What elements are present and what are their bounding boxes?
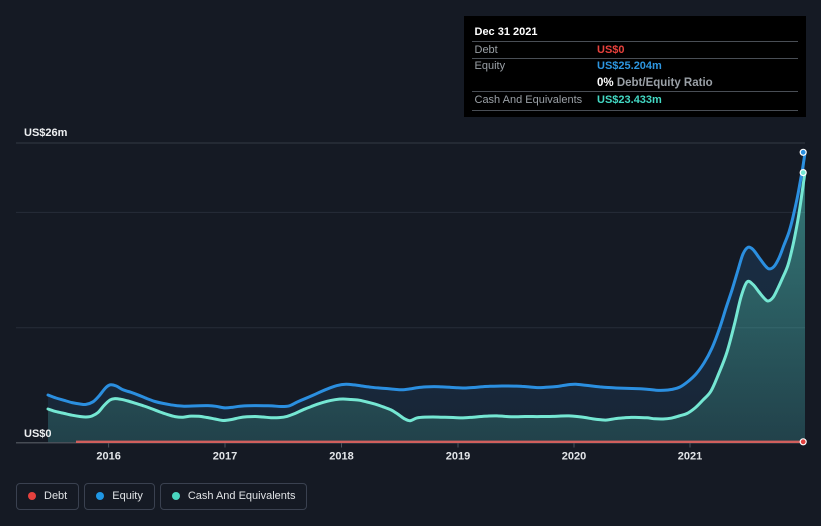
svg-text:2018: 2018: [329, 451, 353, 463]
svg-text:2020: 2020: [562, 451, 586, 463]
svg-text:2016: 2016: [96, 451, 120, 463]
svg-text:US$26m: US$26m: [24, 127, 68, 139]
svg-text:US$0: US$0: [24, 428, 52, 440]
svg-text:2017: 2017: [213, 451, 237, 463]
svg-text:2021: 2021: [678, 451, 702, 463]
svg-text:2019: 2019: [446, 451, 470, 463]
